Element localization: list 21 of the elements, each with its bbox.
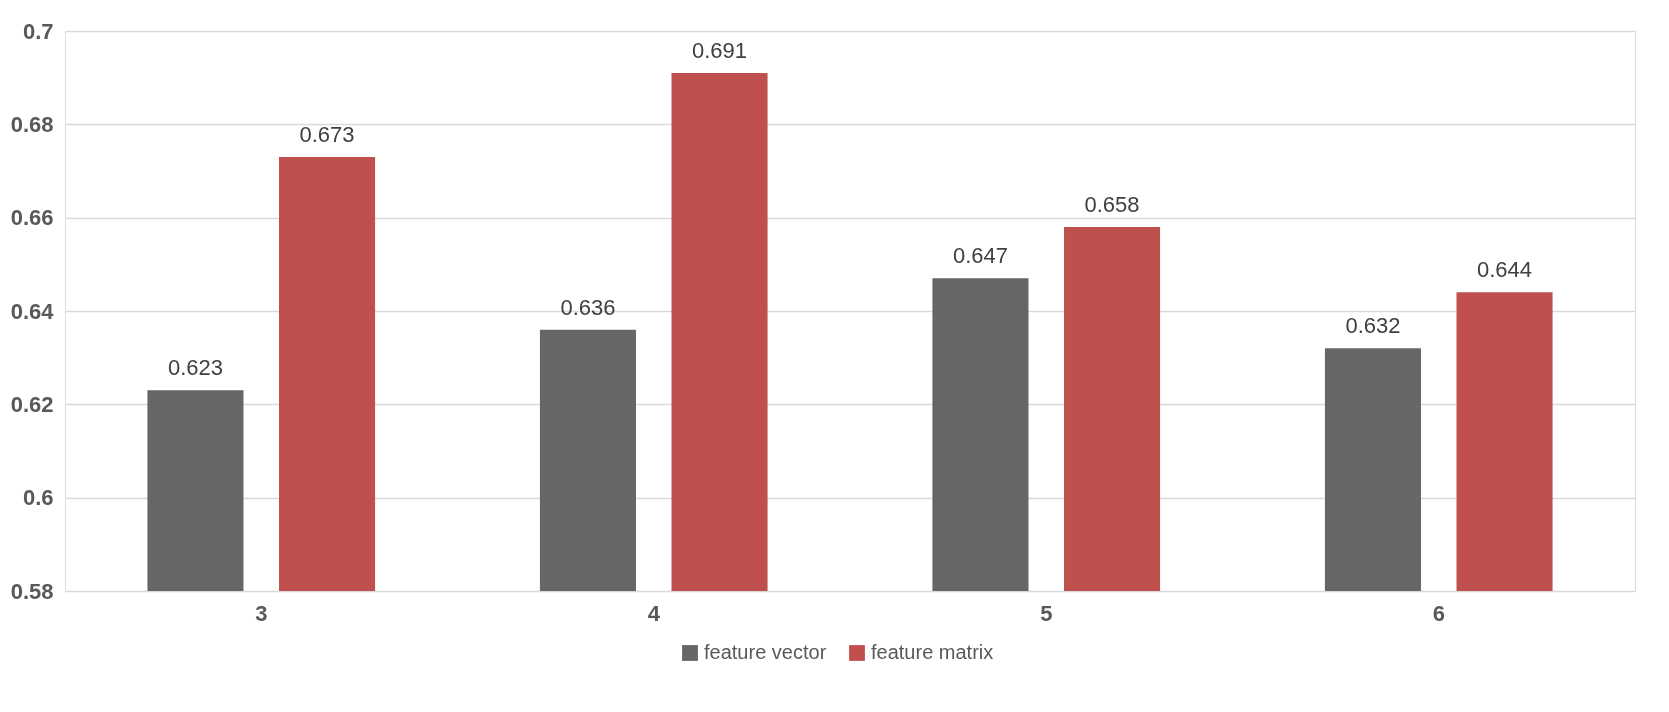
legend-label: feature vector [704,641,827,663]
y-tick-label: 0.68 [10,111,54,137]
data-label: 0.647 [952,243,1008,269]
legend-label: feature matrix [871,641,994,663]
data-label: 0.632 [1345,313,1401,339]
y-tick-label: 0.66 [10,205,54,231]
x-tick-label: 5 [1040,600,1053,626]
x-tick-label: 4 [647,600,661,626]
y-tick-label: 0.58 [10,578,54,604]
data-label: 0.636 [560,294,616,320]
x-tick-label: 6 [1432,600,1445,626]
data-label: 0.673 [299,122,355,147]
data-label: 0.691 [692,38,748,63]
y-tick-label: 0.64 [10,298,55,324]
data-label: 0.644 [1477,257,1533,283]
y-tick-label: 0.7 [22,18,54,44]
y-tick-label: 0.62 [10,391,54,417]
y-tick-label: 0.6 [22,485,54,511]
x-tick-label: 3 [255,600,268,626]
data-label: 0.623 [167,355,223,381]
data-label: 0.658 [1084,192,1140,217]
